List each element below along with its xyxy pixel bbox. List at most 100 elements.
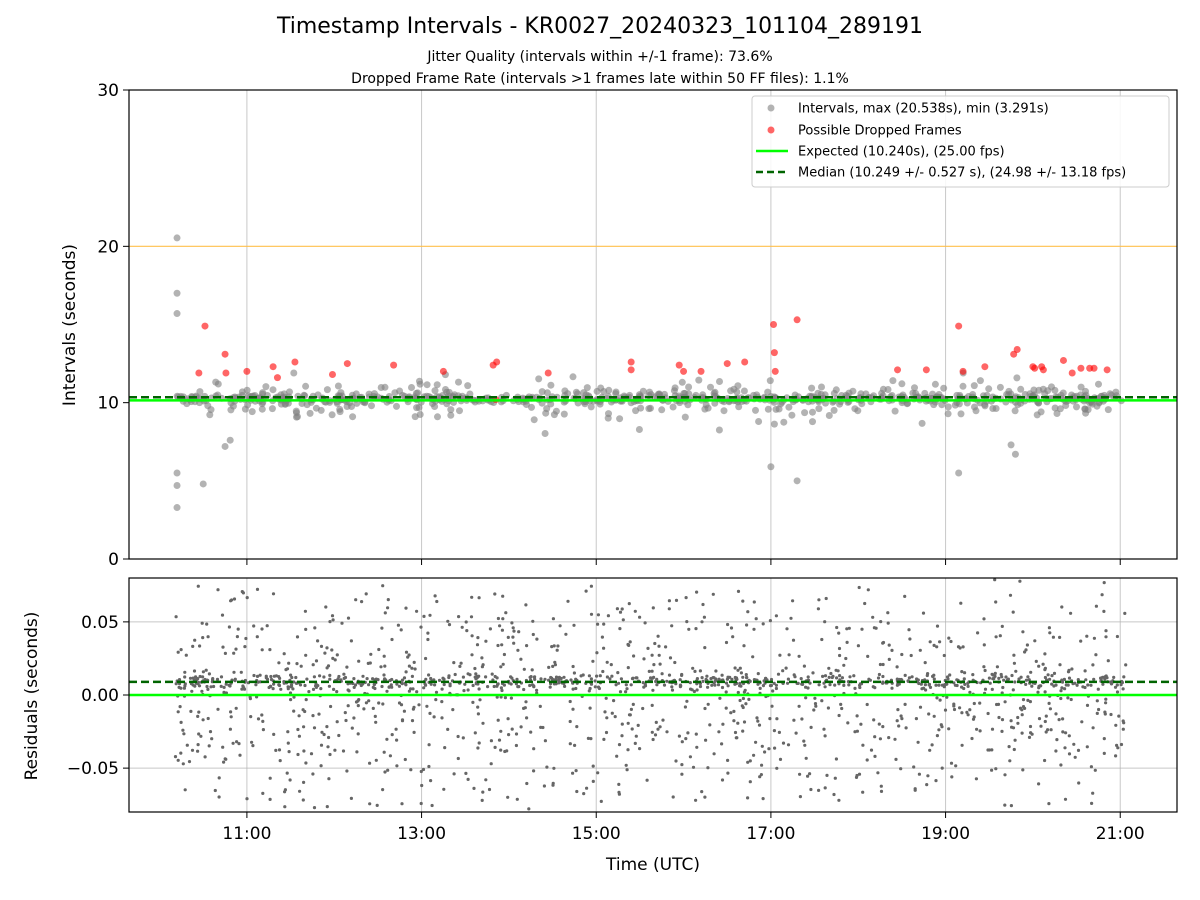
residual-point xyxy=(657,653,661,657)
dropped-frame-point xyxy=(741,358,749,366)
residual-point xyxy=(703,646,707,650)
residual-point xyxy=(1043,666,1047,670)
interval-point xyxy=(670,387,678,395)
residual-point xyxy=(701,602,705,607)
residual-point xyxy=(227,625,231,629)
residual-point xyxy=(629,683,633,687)
residual-point xyxy=(1016,715,1020,720)
residual-point xyxy=(1027,735,1032,740)
residual-point xyxy=(890,648,894,653)
dropped-frame-point xyxy=(1031,364,1039,372)
residual-point xyxy=(725,677,730,681)
residual-point xyxy=(655,683,659,687)
residual-point xyxy=(285,771,289,775)
residual-point xyxy=(475,674,479,678)
interval-points xyxy=(173,234,1125,512)
interval-point xyxy=(268,405,276,413)
residual-point xyxy=(196,584,200,588)
residual-point xyxy=(571,687,575,691)
residual-point xyxy=(515,677,519,681)
residual-point xyxy=(1030,732,1034,736)
residual-point xyxy=(1058,635,1062,640)
residual-point xyxy=(502,652,506,657)
residual-point xyxy=(356,704,360,708)
residual-point xyxy=(729,626,734,630)
residual-point xyxy=(574,677,578,681)
interval-point xyxy=(1037,408,1045,416)
residual-point xyxy=(854,775,859,780)
residual-point xyxy=(484,639,488,643)
residual-point xyxy=(636,723,640,728)
residual-point xyxy=(652,675,656,680)
interval-point xyxy=(343,403,351,410)
interval-point xyxy=(572,388,580,396)
residual-point xyxy=(219,675,224,679)
residual-point xyxy=(183,670,187,674)
residual-point xyxy=(731,635,735,639)
interval-point xyxy=(669,403,677,411)
residual-point xyxy=(720,742,724,746)
residual-point xyxy=(451,708,455,712)
residual-point xyxy=(199,734,203,738)
interval-point xyxy=(639,387,647,395)
residual-point xyxy=(1061,730,1065,734)
residual-point xyxy=(602,622,606,626)
interval-point xyxy=(645,405,653,413)
residual-point xyxy=(427,764,431,769)
interval-point xyxy=(408,384,415,391)
residual-point xyxy=(426,637,430,642)
interval-point xyxy=(801,409,809,417)
interval-point xyxy=(303,401,311,409)
residual-point xyxy=(519,725,523,729)
interval-point xyxy=(976,377,984,385)
residual-point xyxy=(201,675,205,679)
residual-point xyxy=(903,594,907,599)
residual-point xyxy=(930,743,934,747)
residual-point xyxy=(706,766,710,770)
residual-point xyxy=(990,672,994,676)
residual-point xyxy=(343,711,347,715)
residual-point xyxy=(704,677,708,682)
residual-point xyxy=(543,739,548,743)
residual-point xyxy=(201,718,205,722)
residual-point xyxy=(232,670,236,674)
interval-point xyxy=(720,407,728,415)
residual-point xyxy=(586,736,591,741)
residual-point xyxy=(617,790,621,794)
residual-point xyxy=(426,631,430,635)
residual-point xyxy=(694,732,698,736)
residual-point xyxy=(824,596,828,601)
dropped-frame-point xyxy=(544,369,552,377)
residual-point xyxy=(562,675,566,679)
residual-point xyxy=(1091,663,1095,667)
residual-point xyxy=(686,731,690,735)
residual-point xyxy=(254,683,258,687)
residual-point xyxy=(395,682,399,686)
residual-point xyxy=(390,637,394,642)
residual-point xyxy=(693,669,697,674)
residual-point xyxy=(344,718,348,723)
residual-point xyxy=(761,797,765,801)
residual-point xyxy=(173,755,178,759)
residual-point xyxy=(528,683,532,688)
residual-point xyxy=(616,671,620,675)
residual-point xyxy=(295,635,300,639)
residual-point xyxy=(386,606,390,610)
dropped-frame-point xyxy=(675,361,683,369)
legend-box xyxy=(751,95,1170,188)
interval-point xyxy=(262,383,270,391)
residual-point xyxy=(806,686,810,690)
residual-point xyxy=(346,616,351,620)
residual-point xyxy=(196,743,200,747)
residual-point xyxy=(539,677,543,681)
dropped-frame-point xyxy=(243,367,251,375)
residual-point xyxy=(402,676,407,680)
residual-point xyxy=(335,720,339,724)
residual-point xyxy=(1020,731,1024,735)
residual-point xyxy=(367,699,371,703)
residual-point xyxy=(605,660,609,664)
residual-point xyxy=(618,627,622,631)
interval-point xyxy=(944,410,952,418)
residual-point xyxy=(971,673,975,677)
residual-point xyxy=(550,678,555,682)
